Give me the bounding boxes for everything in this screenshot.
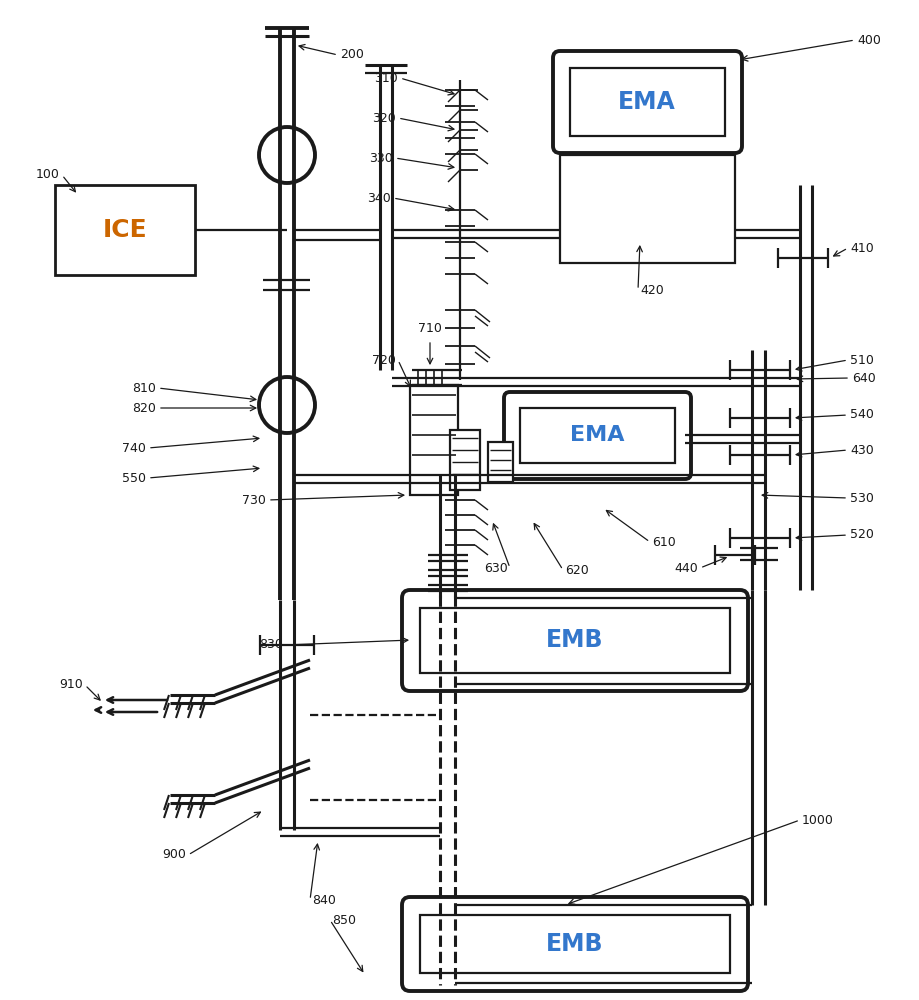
Bar [450, 430, 480, 490]
Text: 440: 440 [675, 562, 698, 574]
Text: 200: 200 [340, 48, 364, 62]
Text: 510: 510 [850, 354, 874, 366]
FancyBboxPatch shape [402, 590, 748, 691]
Text: 340: 340 [368, 192, 391, 205]
Text: 910: 910 [59, 678, 83, 692]
Text: 520: 520 [850, 528, 874, 542]
Bar [55, 185, 195, 275]
Bar [420, 915, 730, 973]
Text: 710: 710 [418, 322, 442, 334]
Text: 820: 820 [132, 401, 156, 414]
Text: 620: 620 [565, 564, 589, 576]
Bar [488, 442, 513, 482]
Text: 530: 530 [850, 491, 874, 504]
Text: 730: 730 [242, 493, 266, 506]
Text: 810: 810 [132, 381, 156, 394]
Text: 830: 830 [259, 639, 283, 652]
Text: 400: 400 [857, 33, 881, 46]
Text: 320: 320 [372, 111, 396, 124]
Text: 720: 720 [372, 354, 396, 366]
Text: 100: 100 [36, 168, 60, 182]
FancyBboxPatch shape [553, 51, 742, 153]
Text: 310: 310 [374, 72, 398, 85]
Text: 420: 420 [640, 284, 664, 296]
FancyBboxPatch shape [402, 897, 748, 991]
Text: 330: 330 [369, 151, 393, 164]
Text: 610: 610 [652, 536, 675, 548]
Text: 410: 410 [850, 241, 874, 254]
Text: 740: 740 [122, 442, 146, 454]
Text: EMB: EMB [546, 932, 604, 956]
Bar [420, 608, 730, 673]
Bar [570, 68, 725, 136]
Text: EMB: EMB [546, 628, 604, 652]
FancyBboxPatch shape [504, 392, 691, 479]
Text: 850: 850 [332, 914, 356, 926]
Text: 550: 550 [122, 472, 146, 485]
Text: 1000: 1000 [802, 814, 834, 826]
Bar [520, 408, 675, 463]
Text: EMA: EMA [618, 90, 675, 114]
Bar [410, 385, 458, 495]
Text: 840: 840 [312, 894, 335, 906]
Text: 640: 640 [852, 371, 876, 384]
Bar [560, 155, 735, 263]
Text: 430: 430 [850, 444, 874, 456]
Text: EMA: EMA [570, 425, 624, 445]
Text: 540: 540 [850, 408, 874, 422]
Text: 900: 900 [162, 848, 186, 861]
Text: ICE: ICE [103, 218, 147, 242]
Text: 630: 630 [484, 562, 508, 574]
